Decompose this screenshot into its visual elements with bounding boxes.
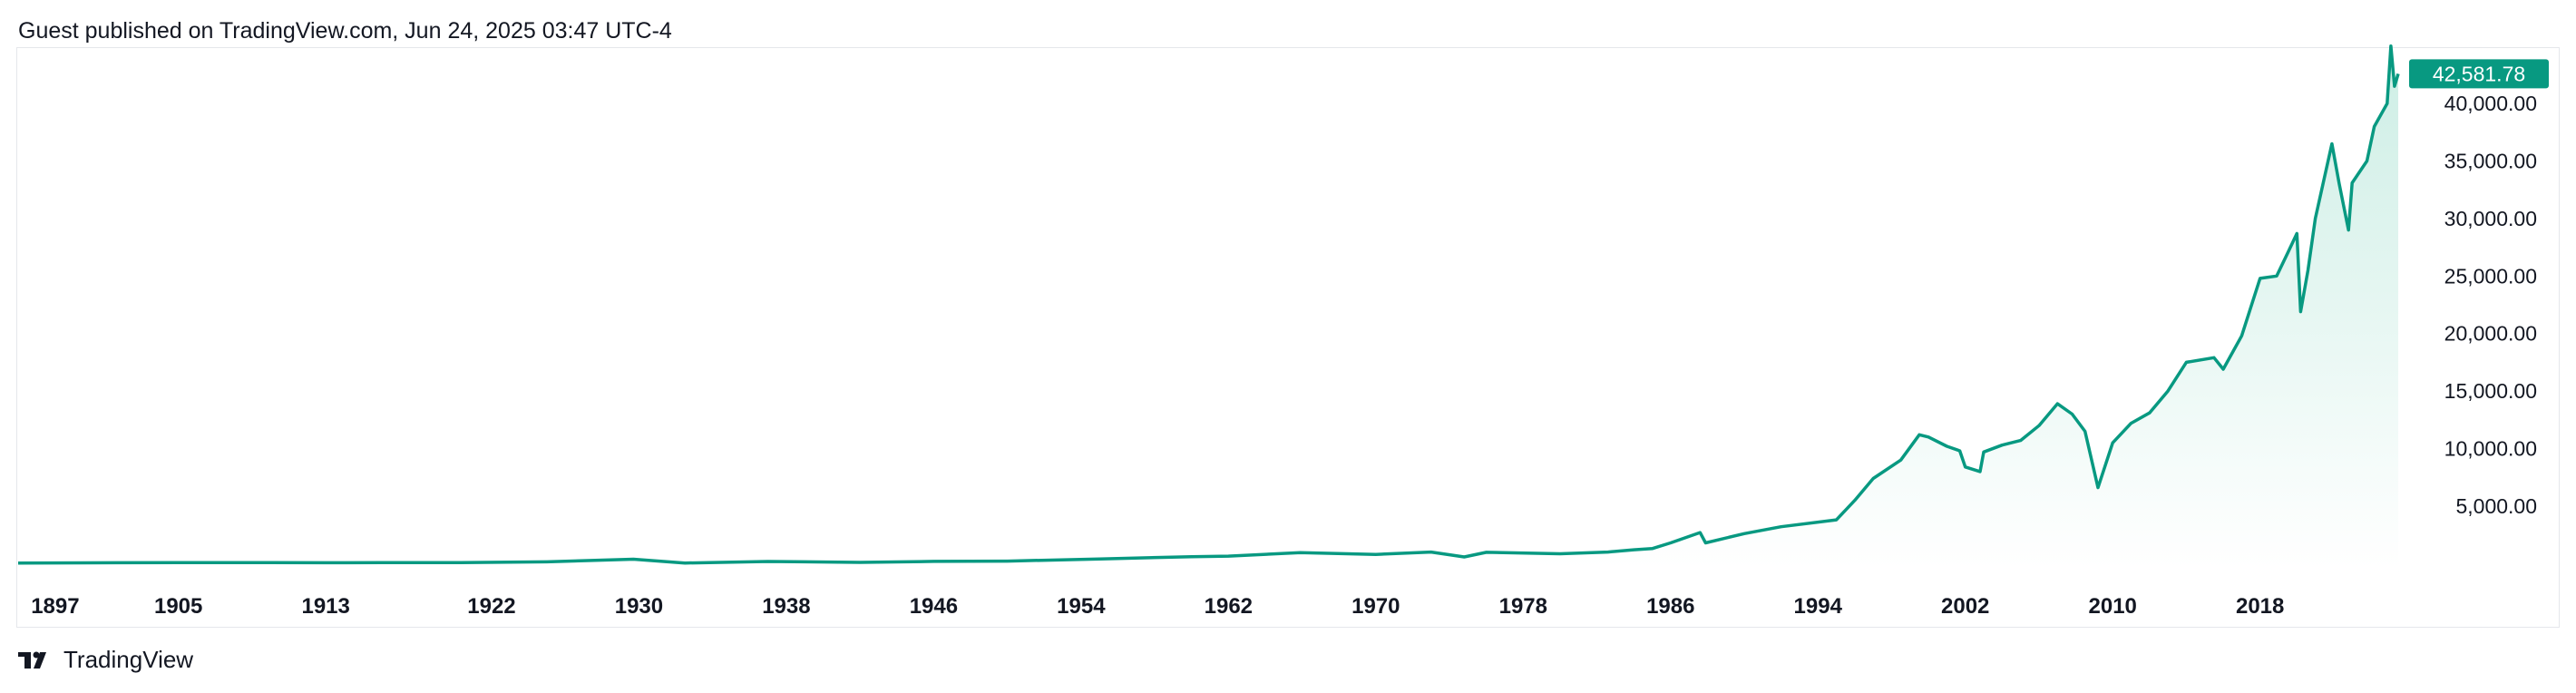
series-line[interactable] [17, 44, 2400, 565]
x-tick-label: 1978 [1499, 594, 1547, 619]
x-tick-label: 1946 [910, 594, 958, 619]
tradingview-logo-icon[interactable] [18, 651, 54, 669]
x-tick-label: 1986 [1646, 594, 1694, 619]
y-tick-label: 35,000.00 [2444, 150, 2537, 173]
footer: TradingView [18, 646, 193, 674]
x-tick-label: 1994 [1794, 594, 1843, 619]
x-tick-label: 1930 [615, 594, 663, 619]
y-tick-label: 15,000.00 [2444, 379, 2537, 403]
y-tick-label: 10,000.00 [2444, 437, 2537, 461]
published-caption: Guest published on TradingView.com, Jun … [18, 18, 672, 44]
x-tick-label: 2002 [1941, 594, 1989, 619]
chart-frame [16, 47, 2560, 628]
x-tick-label: 1938 [762, 594, 810, 619]
x-tick-label: 2010 [2089, 594, 2137, 619]
footer-brand[interactable]: TradingView [63, 646, 194, 673]
x-tick-label: 2018 [2236, 594, 2284, 619]
y-tick-label: 20,000.00 [2444, 322, 2537, 346]
last-value-label: 42,581.78 [2433, 62, 2525, 85]
x-tick-label: 1922 [467, 594, 515, 619]
x-tick-label: 1897 [31, 594, 79, 619]
y-tick-label: 25,000.00 [2444, 264, 2537, 288]
series-area-fill [18, 45, 2398, 568]
x-tick-label: 1905 [154, 594, 202, 619]
y-tick-label: 30,000.00 [2444, 207, 2537, 230]
x-tick-label: 1954 [1057, 594, 1106, 619]
x-tick-label: 1962 [1205, 594, 1253, 619]
y-tick-label: 40,000.00 [2444, 92, 2537, 115]
last-value-badge [2409, 59, 2549, 89]
x-tick-label: 1970 [1351, 594, 1400, 619]
y-tick-label: 5,000.00 [2455, 494, 2537, 518]
x-tick-label: 1913 [301, 594, 349, 619]
